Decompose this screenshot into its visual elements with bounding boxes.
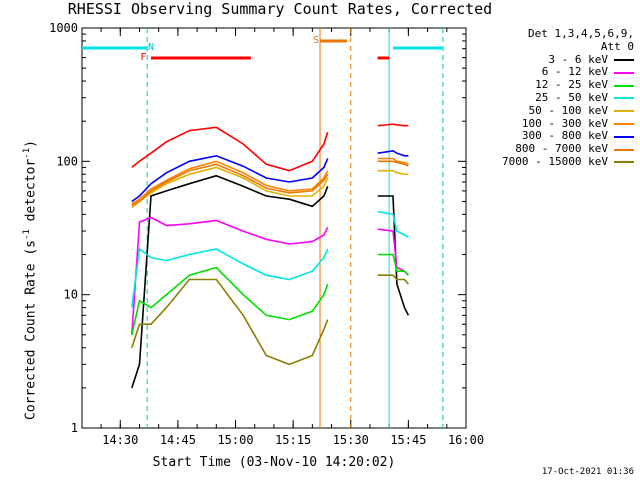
- legend-entry: 800 - 7000 keV: [484, 142, 634, 156]
- legend-entry-label: 300 - 800 keV: [521, 129, 608, 143]
- series-line: [131, 247, 329, 308]
- y-tick-label: 10: [64, 288, 78, 302]
- legend-swatch: [614, 161, 634, 164]
- x-tick-label: 15:00: [217, 433, 253, 447]
- legend-entry: 100 - 300 keV: [484, 116, 634, 131]
- legend-detectors: Det 1,3,4,5,6,9,: [528, 27, 634, 40]
- series-line: [131, 154, 329, 203]
- legend-entry-label: 25 - 50 keV: [535, 90, 608, 104]
- y-tick-label: 1: [71, 421, 78, 435]
- series-line: [377, 228, 409, 276]
- series-line: [131, 163, 329, 206]
- legend-entry-label: 6 - 12 keV: [541, 65, 608, 79]
- annotation-label: S: [313, 35, 319, 46]
- x-tick-label: 14:45: [160, 433, 196, 447]
- legend-swatch: [614, 58, 634, 61]
- series-line: [377, 123, 409, 127]
- series-line: [377, 157, 409, 166]
- x-tick-label: 16:00: [448, 433, 484, 447]
- legend-entry: 12 - 25 keV: [484, 78, 634, 92]
- legend-swatch: [614, 97, 634, 100]
- annotation-label: F: [140, 52, 146, 63]
- series-line: [377, 160, 409, 167]
- legend-entry-label: 800 - 7000 keV: [515, 142, 608, 156]
- series-line: [377, 149, 409, 157]
- series-line: [377, 195, 410, 316]
- legend-swatch: [614, 110, 634, 113]
- series-line: [131, 166, 329, 209]
- series-line: [131, 216, 329, 335]
- series-line: [377, 274, 410, 285]
- x-tick-label: 15:30: [333, 433, 369, 447]
- annotation-label: N: [148, 42, 154, 53]
- legend: Det 1,3,4,5,6,9, Att 0 3 - 6 keV 6 - 12 k…: [484, 27, 634, 169]
- legend-attenuator: Att 0: [600, 39, 634, 53]
- series-line: [131, 266, 329, 335]
- legend-entry: 300 - 800 keV: [484, 130, 634, 143]
- legend-swatch: [614, 84, 634, 87]
- legend-entry: 7000 - 15000 keV: [484, 154, 634, 169]
- x-tick-label: 15:15: [275, 433, 311, 447]
- legend-entry: 50 - 100 keV: [484, 103, 634, 118]
- legend-entry-label: 50 - 100 keV: [528, 103, 608, 117]
- y-tick-label: 100: [56, 154, 78, 168]
- legend-entry-label: 3 - 6 keV: [548, 52, 608, 66]
- legend-swatch: [614, 148, 634, 151]
- legend-entry: 6 - 12 keV: [484, 66, 634, 79]
- series-line: [131, 174, 329, 389]
- y-axis-label: Corrected Count Rate (s-1 detector-1): [22, 140, 39, 420]
- x-tick-label: 14:30: [102, 433, 138, 447]
- legend-swatch: [614, 71, 634, 74]
- series-line: [131, 278, 329, 366]
- legend-entry-label: 100 - 300 keV: [521, 116, 608, 130]
- footer-date: 17-Oct-2021 01:36: [541, 467, 634, 477]
- y-tick-label: 1000: [49, 21, 78, 35]
- legend-entry-label: 12 - 25 keV: [535, 78, 608, 92]
- legend-entry-label: 7000 - 15000 keV: [502, 154, 608, 168]
- legend-entry: 3 - 6 keV: [484, 52, 634, 67]
- chart-title: RHESSI Observing Summary Count Rates, Co…: [67, 0, 493, 18]
- legend-swatch: [614, 122, 634, 125]
- series-line: [131, 126, 329, 172]
- x-axis-label: Start Time (03-Nov-10 14:20:02): [152, 455, 396, 470]
- series-line: [131, 160, 329, 205]
- legend-entry: 25 - 50 keV: [484, 90, 634, 105]
- x-tick-label: 15:45: [390, 433, 426, 447]
- legend-swatch: [614, 135, 634, 138]
- series-line: [377, 210, 409, 238]
- series-line: [377, 253, 409, 276]
- series-line: [377, 169, 409, 176]
